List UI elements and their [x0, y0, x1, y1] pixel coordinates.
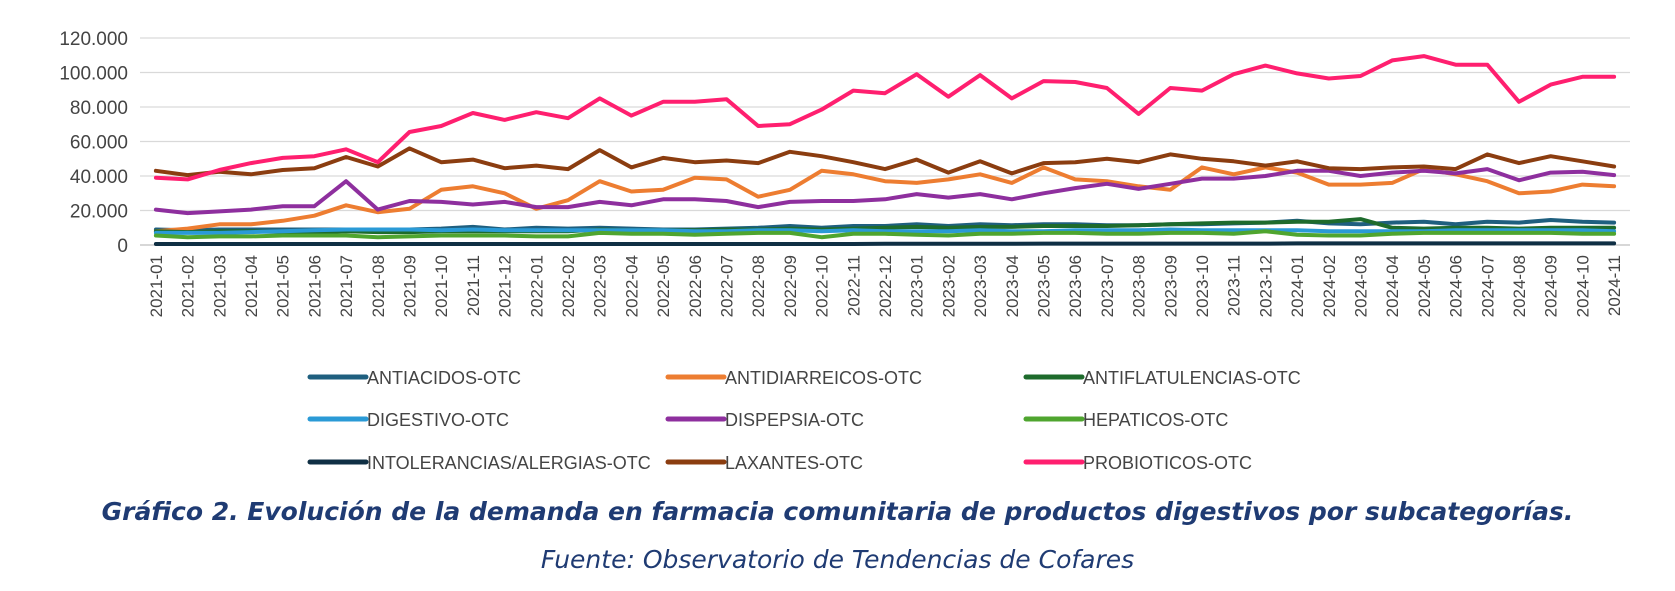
x-tick-label: 2021-05 [274, 255, 293, 317]
legend-label: HEPATICOS-OTC [1083, 410, 1228, 430]
x-axis: 2021-01 2021-02 2021-03 2021-04 2021-05 2021-… [147, 255, 1624, 317]
x-tick-label: 2021-03 [210, 255, 229, 317]
series-line-dispepsia-otc [153, 167, 1617, 216]
x-tick-label: 2022-09 [781, 255, 800, 317]
y-tick-label: 60.000 [70, 133, 128, 154]
x-tick-label: 2024-08 [1510, 255, 1529, 317]
x-tick-label: 2021-09 [400, 255, 419, 317]
x-tick-label: 2023-07 [1098, 255, 1117, 317]
x-tick-label: 2021-04 [242, 255, 261, 317]
x-tick-label: 2023-11 [1225, 255, 1244, 316]
gridlines [140, 37, 1630, 246]
legend-label: ANTIFLATULENCIAS-OTC [1083, 368, 1301, 388]
series-line-antiflatulencias-otc [153, 217, 1617, 235]
x-tick-label: 2022-04 [622, 255, 641, 317]
x-tick-label: 2024-02 [1320, 255, 1339, 317]
legend-label: INTOLERANCIAS/ALERGIAS-OTC [367, 453, 651, 473]
x-tick-label: 2022-08 [749, 255, 768, 317]
chart-svg: 020.00040.00060.00080.000100.000120.000 … [59, 29, 1630, 473]
x-tick-label: 2023-03 [971, 255, 990, 317]
x-tick-label: 2022-07 [717, 255, 736, 317]
legend-label: PROBIOTICOS-OTC [1083, 453, 1252, 473]
y-tick-label: 40.000 [70, 167, 128, 188]
legend-label: ANTIACIDOS-OTC [367, 368, 521, 388]
x-tick-label: 2021-01 [147, 255, 166, 317]
x-tick-label: 2022-01 [527, 255, 546, 317]
legend: ANTIACIDOS-OTC ANTIDIARREICOS-OTC ANTIFLAT… [307, 368, 1301, 473]
series-line-intolerancias-alergias-otc [153, 241, 1617, 246]
y-tick-label: 0 [117, 236, 128, 257]
x-tick-label: 2022-12 [876, 255, 895, 317]
x-tick-label: 2022-03 [591, 255, 610, 317]
x-tick-label: 2023-09 [1161, 255, 1180, 317]
legend-label: ANTIDIARREICOS-OTC [725, 368, 922, 388]
series-line-laxantes-otc [153, 146, 1617, 178]
x-tick-label: 2023-02 [939, 255, 958, 317]
y-tick-label: 100.000 [59, 64, 128, 85]
x-tick-label: 2024-05 [1415, 255, 1434, 317]
x-tick-label: 2024-10 [1573, 255, 1592, 317]
x-tick-label: 2021-06 [305, 255, 324, 317]
x-tick-label: 2023-06 [1066, 255, 1085, 317]
x-tick-label: 2022-05 [654, 255, 673, 317]
y-axis: 0 20.000 40.000 60.000 80.000 100.000 120.000 [59, 29, 128, 257]
x-tick-label: 2021-12 [496, 255, 515, 317]
x-tick-label: 2023-04 [1003, 255, 1022, 317]
chart-title: Gráfico 2. Evolución de la demanda en fa… [101, 497, 1574, 526]
series-lines [153, 54, 1617, 246]
x-tick-label: 2021-11 [464, 255, 483, 316]
x-tick-label: 2021-07 [337, 255, 356, 317]
series-line-digestivo-otc [153, 227, 1617, 235]
x-tick-label: 2022-11 [844, 255, 863, 316]
x-tick-label: 2023-01 [908, 255, 927, 317]
x-tick-label: 2023-08 [1130, 255, 1149, 317]
x-tick-label: 2024-01 [1288, 255, 1307, 317]
x-tick-label: 2024-09 [1542, 255, 1561, 317]
x-tick-label: 2024-06 [1447, 255, 1466, 317]
x-tick-label: 2024-04 [1383, 255, 1402, 317]
y-tick-label: 80.000 [70, 98, 128, 119]
legend-label: DIGESTIVO-OTC [367, 410, 509, 430]
x-tick-label: 2021-08 [369, 255, 388, 317]
series-line-antidiarreicos-otc [153, 165, 1617, 234]
legend-label: LAXANTES-OTC [725, 453, 863, 473]
x-tick-label: 2024-07 [1478, 255, 1497, 317]
x-tick-label: 2021-02 [179, 255, 198, 317]
x-tick-label: 2023-12 [1256, 255, 1275, 317]
x-tick-label: 2022-02 [559, 255, 578, 317]
legend-label: DISPEPSIA-OTC [725, 410, 864, 430]
series-line-probioticos-otc [153, 54, 1617, 182]
y-tick-label: 120.000 [59, 29, 128, 50]
x-tick-label: 2021-10 [432, 255, 451, 317]
series-line-hepaticos-otc [153, 229, 1617, 240]
x-tick-label: 2022-06 [686, 255, 705, 317]
y-tick-label: 20.000 [70, 202, 128, 223]
x-tick-label: 2024-03 [1352, 255, 1371, 317]
chart-source: Fuente: Observatorio de Tendencias de Co… [540, 545, 1135, 574]
x-tick-label: 2024-11 [1605, 255, 1624, 316]
x-tick-label: 2023-10 [1193, 255, 1212, 317]
x-tick-label: 2023-05 [1035, 255, 1054, 317]
x-tick-label: 2022-10 [813, 255, 832, 317]
